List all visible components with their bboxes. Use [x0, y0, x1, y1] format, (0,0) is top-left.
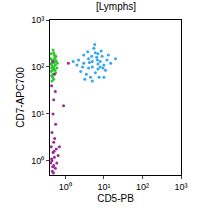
svg-text:10¹: 10¹ [31, 109, 44, 119]
svg-text:10³: 10³ [174, 182, 187, 192]
svg-text:10³: 10³ [31, 15, 44, 25]
svg-text:CD7-APC700: CD7-APC700 [15, 67, 26, 128]
svg-text:10⁰: 10⁰ [31, 156, 44, 166]
svg-text:10²: 10² [31, 62, 44, 72]
svg-text:10²: 10² [136, 182, 149, 192]
svg-text:10¹: 10¹ [97, 182, 110, 192]
svg-text:CD5-PB: CD5-PB [97, 193, 134, 204]
svg-text:10⁰: 10⁰ [59, 182, 72, 192]
svg-text:[Lymphs]: [Lymphs] [96, 1, 136, 12]
